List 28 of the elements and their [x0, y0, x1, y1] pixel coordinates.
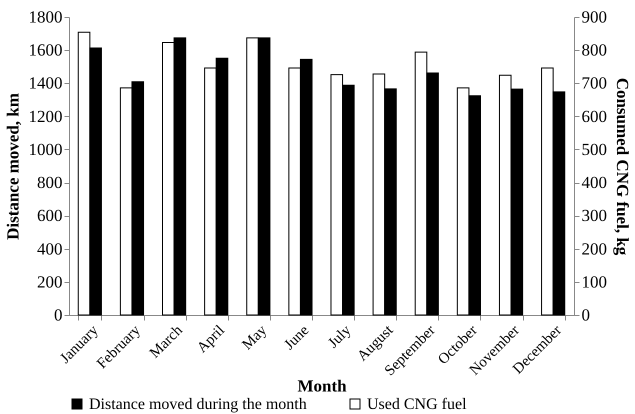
y-tick-label: 400 — [37, 239, 62, 258]
legend-label: Used CNG fuel — [367, 396, 468, 413]
y-tick-label: 0 — [54, 306, 62, 324]
y-axis-title: Distance moved, km — [4, 93, 22, 240]
y2-tick-label: 500 — [582, 140, 607, 159]
y-tick-label: 1800 — [28, 8, 62, 26]
y-tick-label: 1400 — [28, 74, 62, 93]
y-tick-label: 1000 — [28, 140, 62, 159]
y2-tick-label: 200 — [582, 239, 607, 258]
y2-tick-label: 100 — [582, 272, 607, 292]
y-tick-label: 600 — [37, 206, 62, 226]
y-tick-label: 1600 — [28, 40, 62, 60]
y2-tick-label: 900 — [582, 8, 607, 26]
x-tick-label: June — [281, 322, 312, 354]
y2-tick-label: 800 — [582, 40, 607, 60]
x-tick-label: May — [239, 322, 270, 354]
y2-tick-label: 600 — [582, 106, 607, 126]
y-tick-label: 800 — [37, 173, 62, 192]
x-axis-title: Month — [297, 376, 348, 396]
y2-tick-label: 0 — [582, 306, 590, 324]
x-tick-label: July — [325, 322, 355, 352]
y-tick-label: 200 — [37, 272, 62, 292]
y2-tick-label: 400 — [582, 173, 607, 192]
y2-tick-label: 700 — [582, 74, 607, 93]
y-tick-label: 1200 — [28, 106, 62, 126]
legend-label: Distance moved during the month — [89, 396, 307, 413]
y2-axis-title: Consumed CNG fuel, kg — [613, 78, 632, 256]
y2-tick-label: 300 — [582, 206, 607, 226]
